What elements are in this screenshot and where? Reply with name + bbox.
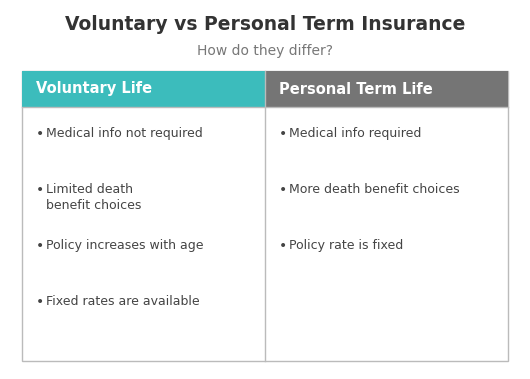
Text: Policy increases with age: Policy increases with age bbox=[46, 239, 204, 252]
Text: •: • bbox=[279, 183, 287, 197]
Text: Medical info required: Medical info required bbox=[289, 127, 421, 140]
Text: •: • bbox=[36, 239, 44, 253]
Text: More death benefit choices: More death benefit choices bbox=[289, 183, 460, 196]
Text: Voluntary Life: Voluntary Life bbox=[36, 81, 152, 97]
Text: •: • bbox=[36, 295, 44, 309]
Bar bbox=[22, 71, 508, 361]
Bar bbox=[22, 71, 265, 107]
Text: Personal Term Life: Personal Term Life bbox=[279, 81, 433, 97]
Text: Medical info not required: Medical info not required bbox=[46, 127, 203, 140]
Text: Voluntary vs Personal Term Insurance: Voluntary vs Personal Term Insurance bbox=[65, 14, 465, 33]
Text: Policy rate is fixed: Policy rate is fixed bbox=[289, 239, 403, 252]
Text: Limited death
benefit choices: Limited death benefit choices bbox=[46, 183, 142, 212]
Text: •: • bbox=[36, 183, 44, 197]
Text: •: • bbox=[279, 239, 287, 253]
Text: Fixed rates are available: Fixed rates are available bbox=[46, 295, 200, 308]
Text: •: • bbox=[279, 127, 287, 141]
Text: •: • bbox=[36, 127, 44, 141]
Text: How do they differ?: How do they differ? bbox=[197, 44, 333, 58]
Bar bbox=[265, 71, 508, 107]
